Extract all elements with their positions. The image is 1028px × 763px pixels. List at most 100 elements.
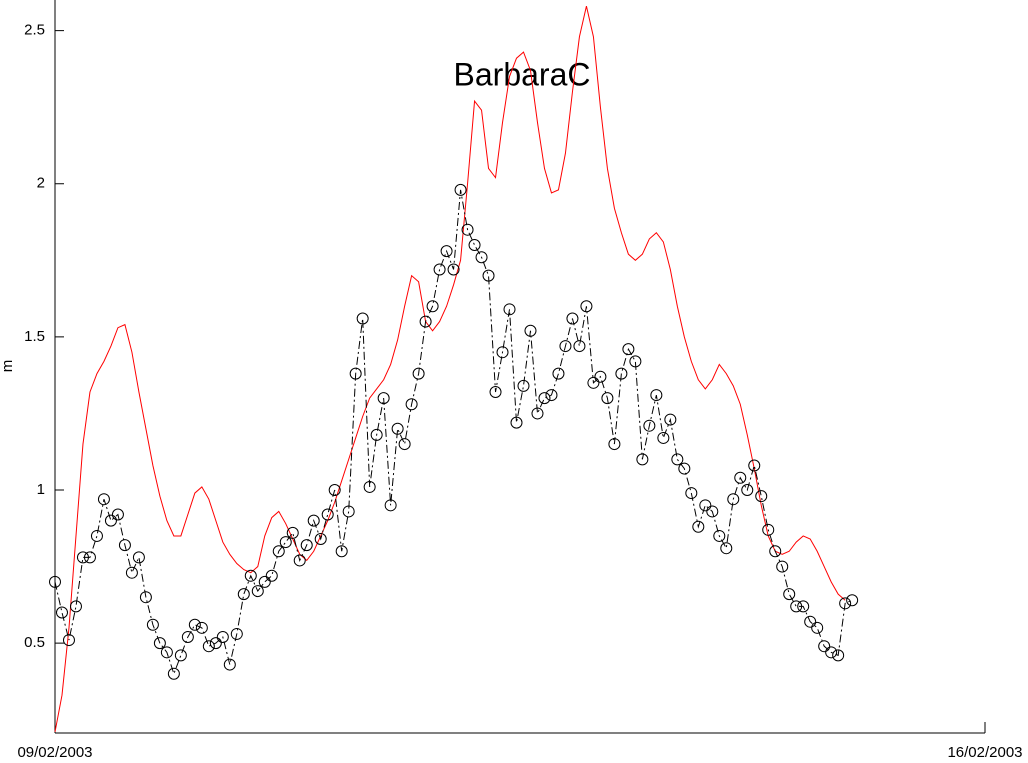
data-point	[412, 367, 425, 380]
data-point	[818, 640, 831, 653]
data-point	[804, 615, 817, 628]
series-line	[54, 6, 846, 733]
data-point	[300, 539, 313, 552]
data-point	[636, 453, 649, 466]
data-point	[755, 490, 768, 503]
data-point	[762, 523, 775, 536]
data-point	[713, 529, 726, 542]
data-point	[174, 649, 187, 662]
data-point	[111, 508, 124, 521]
data-point	[482, 269, 495, 282]
data-point	[811, 621, 824, 634]
data-point	[440, 245, 453, 258]
data-point	[139, 591, 152, 604]
data-point	[153, 637, 166, 650]
data-point	[601, 392, 614, 405]
series-line	[54, 189, 853, 676]
data-point	[825, 646, 838, 659]
data-point	[545, 389, 558, 402]
data-point	[342, 505, 355, 518]
data-point	[405, 398, 418, 411]
data-point	[580, 300, 593, 313]
data-point	[615, 367, 628, 380]
data-point	[643, 419, 656, 432]
data-point	[447, 263, 460, 276]
data-point	[475, 251, 488, 264]
data-point	[573, 340, 586, 353]
data-point	[104, 514, 117, 527]
data-point	[769, 545, 782, 558]
data-point	[55, 606, 68, 619]
data-point	[748, 459, 761, 472]
data-point	[230, 627, 243, 640]
data-point	[279, 536, 292, 549]
data-point	[720, 542, 733, 555]
x-tick-label: 09/02/2003	[17, 744, 92, 761]
data-point	[307, 514, 320, 527]
data-point	[321, 508, 334, 521]
data-point	[76, 551, 89, 564]
data-point	[349, 367, 362, 380]
data-point	[454, 183, 467, 196]
data-point	[699, 499, 712, 512]
data-point	[629, 355, 642, 368]
data-point	[517, 379, 530, 392]
data-point	[391, 422, 404, 435]
data-point	[790, 600, 803, 613]
data-point	[363, 480, 376, 493]
data-point	[195, 621, 208, 634]
data-point	[510, 416, 523, 429]
data-point	[552, 367, 565, 380]
data-point	[167, 667, 180, 680]
data-point	[188, 618, 201, 631]
data-point	[664, 413, 677, 426]
data-point	[286, 526, 299, 539]
y-tick-label: 2.5	[24, 22, 45, 39]
data-point	[69, 600, 82, 613]
data-point	[146, 618, 159, 631]
y-axis-label: m	[0, 360, 16, 373]
data-point	[566, 312, 579, 325]
y-tick-label: 1.5	[24, 328, 45, 345]
y-tick-label: 0.5	[24, 634, 45, 651]
data-point	[244, 569, 257, 582]
data-point	[783, 588, 796, 601]
data-point	[524, 324, 537, 337]
data-point	[125, 566, 138, 579]
data-point	[384, 499, 397, 512]
data-point	[657, 431, 670, 444]
data-point	[216, 631, 229, 643]
data-point	[685, 487, 698, 500]
y-tick-label: 1	[37, 481, 45, 498]
data-point	[258, 575, 271, 588]
data-point	[181, 631, 194, 643]
data-point	[503, 303, 516, 316]
data-point	[587, 376, 600, 389]
data-point	[650, 389, 663, 402]
data-point	[776, 560, 789, 573]
data-point	[293, 554, 306, 567]
data-point	[160, 646, 173, 659]
data-point	[209, 637, 222, 650]
data-point	[461, 223, 474, 236]
data-point	[832, 649, 845, 662]
data-point	[132, 551, 145, 564]
data-point	[118, 539, 131, 552]
data-point	[489, 386, 502, 398]
data-point	[797, 600, 810, 613]
data-point	[356, 312, 369, 325]
data-point	[335, 545, 348, 558]
data-point	[433, 263, 446, 276]
data-point	[272, 545, 285, 558]
data-point	[734, 471, 747, 484]
data-point	[202, 640, 215, 653]
data-point	[265, 569, 278, 582]
data-point	[377, 392, 390, 405]
data-point	[671, 453, 684, 466]
data-point	[559, 340, 572, 353]
data-point	[538, 392, 551, 405]
data-point	[426, 300, 439, 313]
data-point	[398, 438, 411, 451]
data-point	[531, 407, 544, 420]
